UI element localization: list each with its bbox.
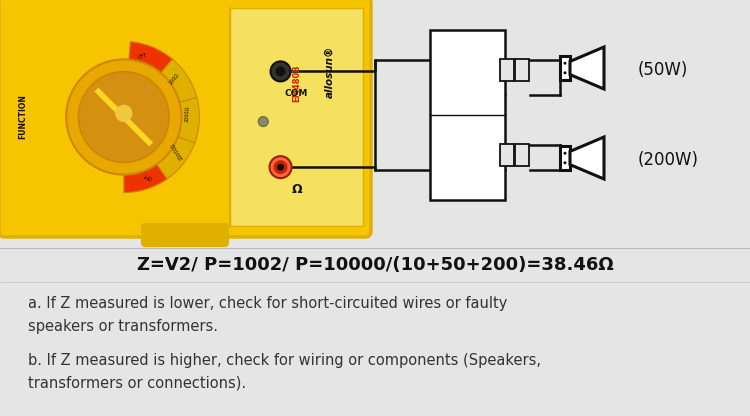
Text: COM: COM <box>285 89 308 99</box>
Text: 200Ω: 200Ω <box>168 72 180 85</box>
Circle shape <box>277 163 284 171</box>
Text: b. If Z measured is higher, check for wiring or components (Speakers,
transforme: b. If Z measured is higher, check for wi… <box>28 354 541 391</box>
Text: OFF: OFF <box>138 53 148 60</box>
Bar <box>515 59 529 81</box>
Text: (200W): (200W) <box>638 151 699 169</box>
Polygon shape <box>570 47 604 89</box>
Circle shape <box>269 156 292 178</box>
Bar <box>560 146 570 170</box>
Polygon shape <box>570 137 604 179</box>
Wedge shape <box>124 117 195 179</box>
Circle shape <box>275 67 286 77</box>
Text: 20000Ω: 20000Ω <box>170 141 184 161</box>
Text: Ω: Ω <box>291 183 302 196</box>
FancyBboxPatch shape <box>142 224 228 246</box>
Circle shape <box>271 62 290 82</box>
Text: (50W): (50W) <box>638 61 688 79</box>
Circle shape <box>563 62 566 65</box>
Circle shape <box>79 72 170 162</box>
Bar <box>430 30 505 200</box>
Text: EM480B: EM480B <box>292 64 301 102</box>
Text: FUNCTION: FUNCTION <box>19 94 28 139</box>
Wedge shape <box>124 117 167 193</box>
Circle shape <box>563 71 566 74</box>
Circle shape <box>258 116 268 126</box>
FancyBboxPatch shape <box>0 0 371 237</box>
Wedge shape <box>124 42 172 117</box>
Text: Z=V2/ P=1002/ P=10000/(10+50+200)=38.46Ω: Z=V2/ P=1002/ P=10000/(10+50+200)=38.46Ω <box>136 256 614 274</box>
Text: a. If Z measured is lower, check for short-circuited wires or faulty
speakers or: a. If Z measured is lower, check for sho… <box>28 296 507 334</box>
Bar <box>230 8 363 226</box>
Bar <box>500 59 514 81</box>
Circle shape <box>116 105 133 122</box>
Bar <box>560 56 570 80</box>
Circle shape <box>563 152 566 155</box>
Circle shape <box>66 59 182 175</box>
Wedge shape <box>124 59 196 117</box>
Wedge shape <box>124 97 200 143</box>
Text: OFF: OFF <box>142 171 153 180</box>
Circle shape <box>563 161 566 164</box>
Bar <box>515 144 529 166</box>
Bar <box>500 144 514 166</box>
Circle shape <box>274 160 287 174</box>
Text: allosun®: allosun® <box>325 45 334 98</box>
Text: 2000Ω: 2000Ω <box>184 106 190 122</box>
